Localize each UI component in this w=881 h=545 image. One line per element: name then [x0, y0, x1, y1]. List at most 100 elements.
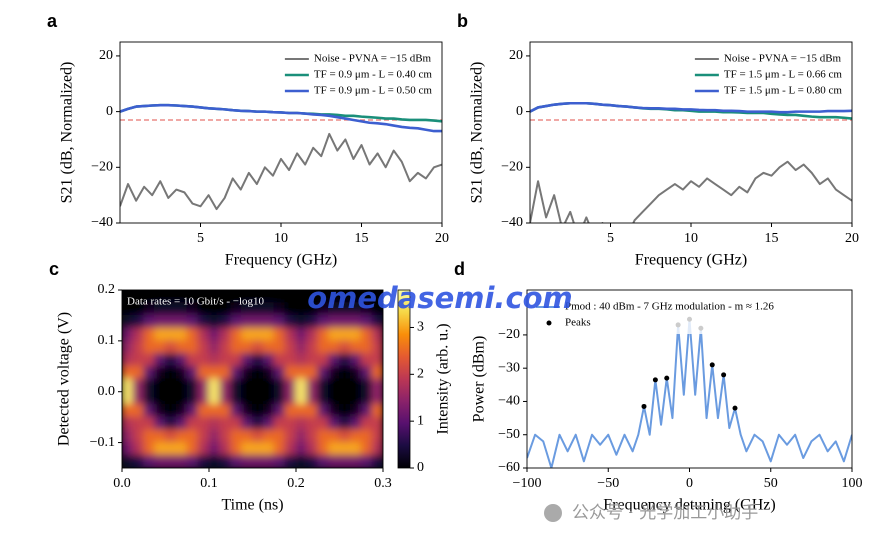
heat-cell	[165, 391, 177, 405]
heat-cell	[273, 365, 286, 380]
heat-cell	[349, 416, 362, 431]
heat-cell	[208, 429, 221, 444]
heat-cell	[186, 454, 199, 468]
heat-cell	[328, 391, 340, 405]
heat-cell	[295, 442, 308, 456]
heat-cell	[208, 454, 221, 468]
heat-cell	[219, 454, 232, 468]
y-axis-label: Detected voltage (V)	[56, 312, 73, 446]
heat-cell	[132, 429, 145, 444]
heat-cell	[154, 391, 166, 405]
panel-label: a	[47, 11, 58, 31]
plot-area	[122, 290, 383, 468]
heat-cell	[197, 302, 210, 316]
heat-cell	[165, 365, 177, 380]
heat-cell	[154, 290, 166, 304]
x-tick-label: 100	[842, 476, 863, 491]
peak-marker	[664, 375, 670, 381]
heat-cell	[175, 327, 188, 342]
heat-cell	[360, 290, 373, 304]
heat-cell	[262, 327, 275, 342]
heat-cell	[360, 314, 373, 329]
heat-cell	[273, 442, 286, 456]
heat-cell	[186, 353, 199, 367]
heat-cell	[143, 416, 156, 431]
heat-cell	[208, 378, 221, 393]
heat-cell	[273, 353, 286, 367]
heat-cell	[132, 416, 145, 431]
heat-cell	[165, 416, 177, 431]
series-line	[530, 101, 852, 114]
heat-cell	[306, 416, 319, 431]
heat-cell	[349, 454, 362, 468]
x-tick-label: 20	[845, 231, 859, 246]
x-tick-label: 0.3	[374, 476, 392, 491]
heat-cell	[284, 429, 297, 444]
heat-cell	[241, 314, 253, 329]
heat-cell	[317, 429, 330, 444]
heat-cell	[197, 442, 210, 456]
heat-cell	[165, 378, 177, 393]
heat-cell	[360, 327, 373, 342]
heat-cell	[262, 429, 275, 444]
heat-cell	[328, 340, 340, 355]
legend-label: Pmod : 40 dBm - 7 GHz modulation - m ≈ 1…	[565, 301, 774, 313]
y-tick-label: 20	[509, 48, 523, 63]
heat-cell	[252, 378, 264, 393]
heat-cell	[262, 302, 275, 316]
heat-cell	[339, 391, 351, 405]
heat-cell	[219, 290, 232, 304]
legend-box	[279, 48, 434, 102]
panel-label: c	[49, 259, 59, 279]
heat-cell	[143, 429, 156, 444]
heat-cell	[154, 327, 166, 342]
heat-cell	[349, 442, 362, 456]
heat-cell	[186, 365, 199, 380]
heat-cell	[197, 327, 210, 342]
heat-cell	[219, 365, 232, 380]
heat-cell	[241, 416, 253, 431]
heat-cell	[284, 365, 297, 380]
heat-cell	[306, 327, 319, 342]
y-tick-label: 0.2	[98, 282, 116, 297]
panel-label: b	[457, 11, 468, 31]
heat-cell	[175, 378, 188, 393]
y-tick-label: −40	[91, 215, 113, 230]
heat-cell	[219, 416, 232, 431]
heat-cell	[186, 314, 199, 329]
heat-cell	[317, 365, 330, 380]
heat-cell	[339, 353, 351, 367]
heat-cell	[186, 378, 199, 393]
heat-cell	[262, 353, 275, 367]
heat-cell	[143, 327, 156, 342]
plot-area	[530, 101, 852, 223]
heat-cell	[154, 429, 166, 444]
heat-cell	[132, 314, 145, 329]
heat-cell	[132, 340, 145, 355]
heat-cell	[175, 290, 188, 304]
heat-cell	[122, 290, 134, 304]
heat-cell	[132, 442, 145, 456]
heat-cell	[371, 314, 383, 329]
heat-cell	[273, 314, 286, 329]
heat-cell	[175, 403, 188, 418]
heat-cell	[306, 442, 319, 456]
x-tick-label: −50	[597, 476, 619, 491]
heat-cell	[371, 378, 383, 393]
heat-cell	[186, 327, 199, 342]
heat-cell	[219, 391, 232, 405]
heat-cell	[175, 365, 188, 380]
heat-cell	[208, 442, 221, 456]
y-tick-label: −60	[498, 460, 520, 475]
heat-cell	[360, 416, 373, 431]
heat-cell	[165, 429, 177, 444]
plot-area	[120, 103, 442, 211]
heat-cell	[186, 290, 199, 304]
x-axis-label: Time (ns)	[221, 497, 283, 514]
heat-cell	[339, 302, 351, 316]
heat-cell	[122, 391, 134, 405]
heat-cell	[284, 442, 297, 456]
legend: Noise - PVNA = −15 dBm TF = 1.5 μm - L = …	[689, 48, 844, 102]
heat-cell	[208, 314, 221, 329]
